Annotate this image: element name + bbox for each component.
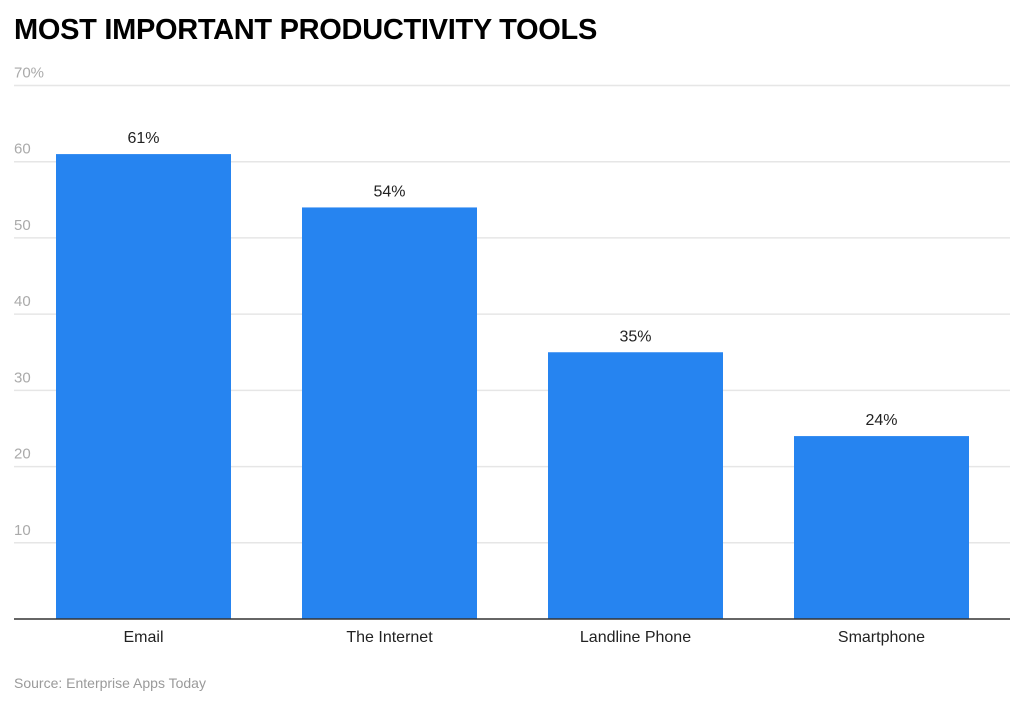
y-tick-label: 30 xyxy=(14,369,31,386)
data-label: 35% xyxy=(619,328,651,345)
bar xyxy=(794,436,969,619)
bar xyxy=(548,352,723,619)
y-tick-label: 50 xyxy=(14,217,31,234)
data-label: 61% xyxy=(127,130,159,147)
x-tick-label: Smartphone xyxy=(838,629,925,646)
source-note: Source: Enterprise Apps Today xyxy=(14,675,206,691)
y-tick-label: 20 xyxy=(14,446,31,463)
x-tick-label: The Internet xyxy=(346,629,433,646)
data-label: 24% xyxy=(865,412,897,429)
y-tick-label: 60 xyxy=(14,141,31,158)
bar xyxy=(302,207,477,619)
x-tick-label: Email xyxy=(123,629,163,646)
bar xyxy=(56,154,231,620)
y-tick-label: 70% xyxy=(14,65,44,82)
x-tick-label: Landline Phone xyxy=(580,629,691,646)
y-tick-label: 10 xyxy=(14,522,31,539)
y-tick-label: 40 xyxy=(14,293,31,310)
chart-title: MOST IMPORTANT PRODUCTIVITY TOOLS xyxy=(14,14,598,46)
data-label: 54% xyxy=(373,183,405,200)
